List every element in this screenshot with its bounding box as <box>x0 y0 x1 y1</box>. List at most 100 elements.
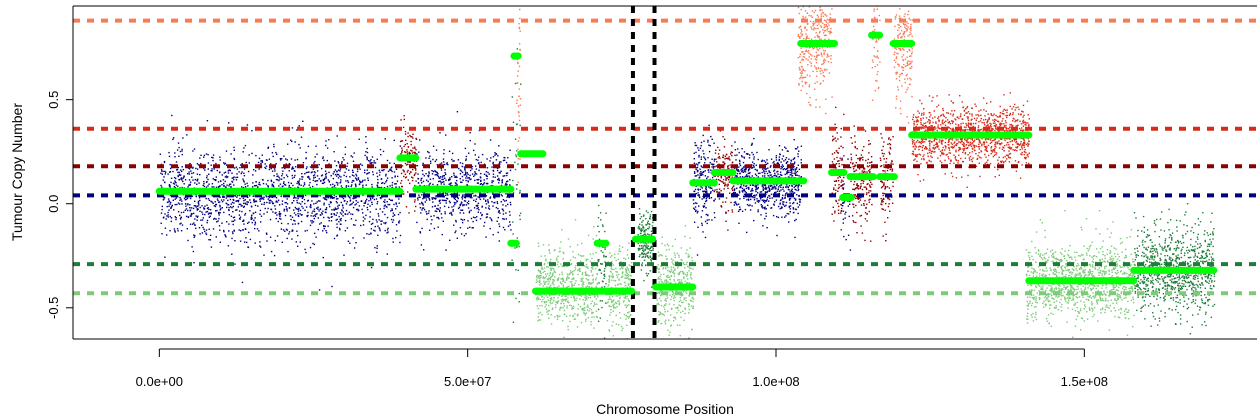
data-point <box>651 246 653 248</box>
data-point <box>265 196 268 198</box>
data-point <box>441 217 443 219</box>
data-point <box>285 201 287 204</box>
data-point <box>351 184 353 186</box>
data-point <box>263 203 265 206</box>
data-point <box>761 199 763 201</box>
data-point <box>292 223 294 225</box>
data-point <box>677 265 679 267</box>
data-point <box>785 147 787 150</box>
data-point <box>667 266 669 269</box>
data-point <box>698 205 700 207</box>
data-point <box>420 178 422 180</box>
data-point <box>356 170 359 173</box>
data-point <box>439 210 441 213</box>
data-point <box>433 197 435 199</box>
data-point <box>398 202 400 204</box>
data-point <box>504 184 507 186</box>
data-point <box>796 167 798 169</box>
data-point <box>364 179 366 181</box>
data-point <box>686 282 689 284</box>
data-point <box>484 221 486 224</box>
data-point <box>713 212 716 214</box>
data-point <box>678 282 680 284</box>
data-point <box>741 169 744 172</box>
data-point <box>273 181 275 184</box>
data-point <box>673 304 675 306</box>
data-point <box>764 168 767 170</box>
data-point <box>267 198 269 200</box>
data-point <box>749 184 752 186</box>
data-point <box>468 177 471 179</box>
data-point <box>320 222 322 224</box>
data-point <box>663 304 666 306</box>
data-point <box>703 205 706 207</box>
data-point <box>481 153 484 156</box>
data-point <box>586 296 588 298</box>
data-point <box>422 164 424 166</box>
data-point <box>282 182 285 185</box>
data-point <box>208 216 210 218</box>
data-point <box>680 305 682 307</box>
data-point <box>551 302 554 304</box>
data-point <box>345 175 348 178</box>
data-point <box>316 201 318 203</box>
data-point <box>755 187 757 189</box>
data-point <box>399 234 402 237</box>
data-point <box>707 139 709 142</box>
data-point <box>340 223 342 225</box>
data-point <box>711 138 713 140</box>
data-point <box>309 203 312 206</box>
data-point <box>314 171 316 174</box>
data-point <box>379 229 381 232</box>
data-point <box>407 169 409 172</box>
data-point <box>370 228 373 230</box>
data-point <box>517 158 519 160</box>
data-point <box>688 308 690 311</box>
data-point <box>711 187 713 189</box>
data-point <box>784 159 787 161</box>
data-point <box>437 175 440 178</box>
data-point <box>281 173 284 175</box>
data-point <box>673 275 676 277</box>
data-point <box>310 220 312 222</box>
data-point <box>624 258 627 261</box>
data-point <box>380 154 382 156</box>
data-point <box>211 168 213 170</box>
data-point <box>425 211 427 213</box>
data-point <box>618 302 620 304</box>
data-point <box>500 184 503 187</box>
data-point <box>324 170 327 172</box>
data-point <box>306 176 309 178</box>
data-point <box>644 245 647 247</box>
data-point <box>294 159 296 161</box>
data-point <box>425 197 427 199</box>
data-point <box>662 268 664 270</box>
data-point <box>232 216 235 219</box>
data-point <box>594 296 596 298</box>
data-point <box>722 182 725 184</box>
data-point <box>431 206 434 208</box>
data-point <box>605 212 607 214</box>
data-point <box>308 184 310 186</box>
data-point <box>771 186 774 188</box>
data-point <box>414 210 416 212</box>
data-point <box>608 280 610 283</box>
data-point <box>519 8 521 11</box>
data-point <box>698 195 700 197</box>
data-point <box>297 210 300 212</box>
data-point <box>272 184 274 187</box>
data-point <box>217 186 220 188</box>
data-point <box>335 195 337 198</box>
data-point <box>177 171 179 174</box>
data-point <box>765 212 767 215</box>
data-point <box>461 209 464 211</box>
data-point <box>229 169 231 172</box>
data-point <box>491 180 493 182</box>
data-point <box>738 192 741 194</box>
data-point <box>469 226 471 228</box>
data-point <box>680 282 682 285</box>
data-point <box>267 179 269 182</box>
data-point <box>429 182 431 185</box>
data-point <box>200 154 202 156</box>
data-point <box>455 202 457 204</box>
